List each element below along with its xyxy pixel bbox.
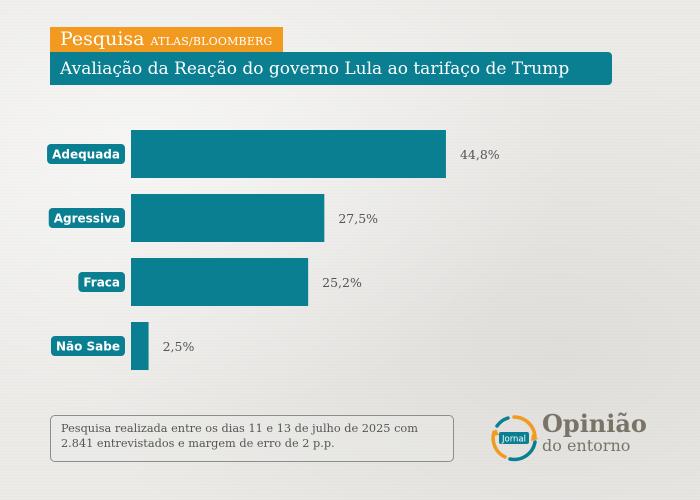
methodology-note-text: Pesquisa realizada entre os dias 11 e 13…: [61, 422, 418, 450]
chart-title-text: Avaliação da Reação do governo Lula ao t…: [60, 58, 570, 79]
value-label-1: 27,5%: [338, 211, 378, 226]
logo-line-2: do entorno: [542, 436, 631, 455]
survey-kicker: Pesquisa ATLAS/BLOOMBERG: [50, 27, 283, 52]
category-pill-3: [50, 336, 125, 356]
logo-line-1: Opinião: [542, 409, 647, 438]
category-label-1: Agressiva: [54, 211, 120, 225]
methodology-note: Pesquisa realizada entre os dias 11 e 13…: [50, 415, 454, 462]
value-label-3: 2,5%: [163, 339, 195, 354]
logo-wordmark: Opinião do entorno: [542, 412, 647, 454]
value-label-2: 25,2%: [322, 275, 362, 290]
bar-1: [131, 194, 325, 242]
bar-0: [131, 130, 446, 178]
value-label-0: 44,8%: [460, 147, 500, 162]
category-pill-2: [78, 272, 125, 292]
category-pill-0: [47, 144, 125, 164]
logo-badge-text: Jornal: [501, 435, 526, 445]
brand-logo: Jornal Opinião do entorno: [488, 410, 658, 470]
category-label-3: Não Sabe: [56, 339, 120, 353]
category-label-0: Adequada: [52, 147, 120, 161]
category-pill-1: [48, 208, 125, 228]
jornal-logo-icon: Jornal: [491, 415, 538, 462]
bar-2: [131, 258, 309, 306]
kicker-label: Pesquisa: [60, 28, 145, 50]
bar-3: [131, 322, 149, 370]
category-label-2: Fraca: [83, 275, 120, 289]
chart-title: Avaliação da Reação do governo Lula ao t…: [50, 52, 612, 85]
source-label: ATLAS/BLOOMBERG: [150, 35, 273, 48]
